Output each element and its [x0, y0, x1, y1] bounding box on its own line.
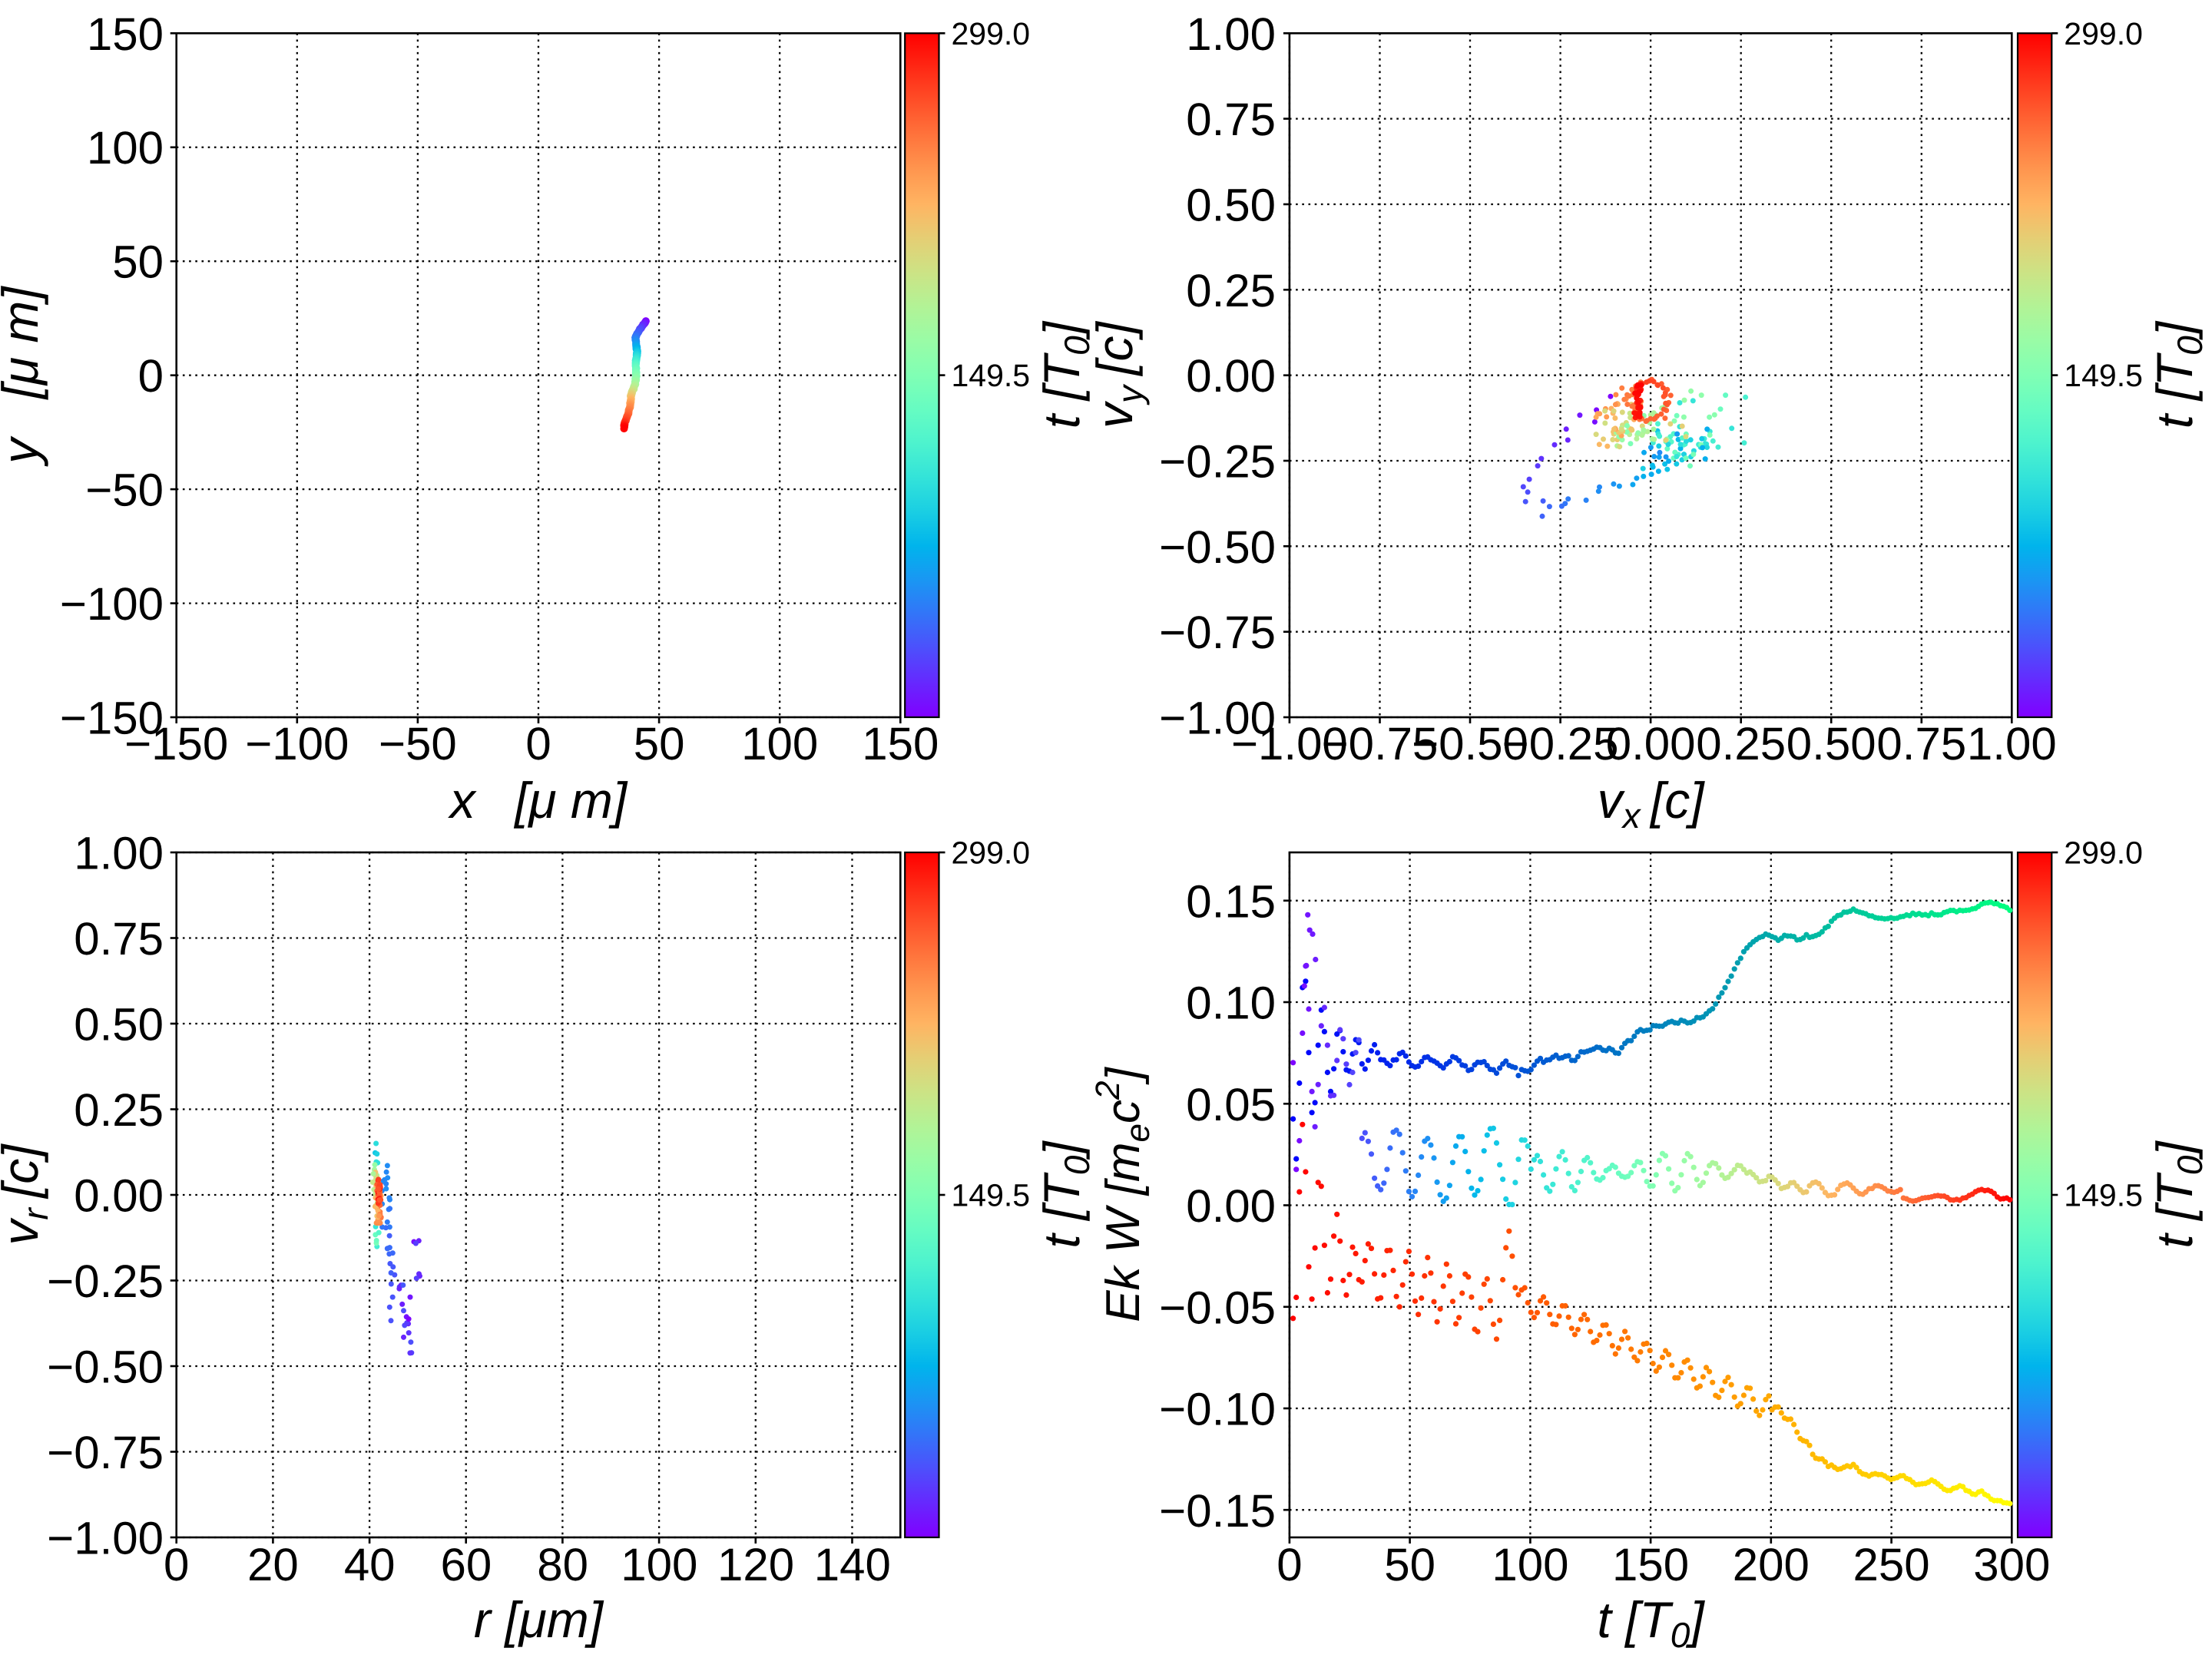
svg-text:−0.05: −0.05 — [1159, 1282, 1276, 1333]
svg-text:0.00: 0.00 — [1186, 1180, 1276, 1232]
svg-text:0.25: 0.25 — [1186, 265, 1276, 316]
svg-text:299.0: 299.0 — [2064, 836, 2143, 871]
svg-text:0.50: 0.50 — [1186, 180, 1276, 231]
svg-text:60: 60 — [441, 1539, 492, 1590]
svg-text:0.25: 0.25 — [74, 1084, 164, 1136]
svg-text:0.75: 0.75 — [1876, 718, 1966, 769]
svg-text:1.00: 1.00 — [1186, 8, 1276, 60]
svg-text:−150: −150 — [124, 718, 228, 769]
svg-text:0.15: 0.15 — [1186, 875, 1276, 927]
svg-text:250: 250 — [1853, 1539, 1930, 1590]
svg-text:100: 100 — [87, 122, 164, 174]
svg-text:−100: −100 — [245, 718, 349, 769]
svg-text:x [μ m]: x [μ m] — [448, 772, 628, 829]
svg-text:vx [c]: vx [c] — [1598, 772, 1706, 836]
svg-text:140: 140 — [814, 1539, 891, 1590]
svg-text:0.25: 0.25 — [1696, 718, 1786, 769]
svg-text:149.5: 149.5 — [2064, 358, 2143, 393]
svg-text:299.0: 299.0 — [2064, 16, 2143, 51]
svg-text:1.00: 1.00 — [1967, 718, 2057, 769]
svg-text:0: 0 — [138, 350, 164, 402]
svg-text:−0.25: −0.25 — [1502, 718, 1619, 769]
svg-text:149.5: 149.5 — [952, 1178, 1031, 1213]
svg-text:0: 0 — [1277, 1539, 1302, 1590]
svg-text:−0.75: −0.75 — [1159, 607, 1276, 658]
svg-text:120: 120 — [717, 1539, 794, 1590]
svg-text:1.00: 1.00 — [74, 828, 164, 879]
svg-text:50: 50 — [1384, 1539, 1435, 1590]
svg-text:−0.50: −0.50 — [1159, 521, 1276, 573]
svg-text:299.0: 299.0 — [952, 836, 1031, 871]
svg-text:0.05: 0.05 — [1186, 1079, 1276, 1130]
svg-text:t [T0]: t [T0] — [2146, 320, 2210, 429]
svg-text:−1.00: −1.00 — [1159, 693, 1276, 744]
svg-text:−1.00: −1.00 — [47, 1513, 164, 1564]
svg-text:40: 40 — [344, 1539, 396, 1590]
svg-text:150: 150 — [862, 718, 939, 769]
svg-text:20: 20 — [247, 1539, 299, 1590]
svg-text:200: 200 — [1733, 1539, 1810, 1590]
svg-text:t [T0]: t [T0] — [1597, 1591, 1705, 1655]
svg-text:149.5: 149.5 — [2064, 1178, 2143, 1213]
svg-text:0: 0 — [164, 1539, 189, 1590]
svg-text:0.00: 0.00 — [1606, 718, 1696, 769]
svg-text:0.50: 0.50 — [1786, 718, 1876, 769]
svg-text:−0.75: −0.75 — [1322, 718, 1439, 769]
svg-text:−0.50: −0.50 — [47, 1342, 164, 1393]
svg-text:−0.10: −0.10 — [1159, 1384, 1276, 1435]
svg-text:−150: −150 — [60, 693, 164, 744]
svg-text:0.00: 0.00 — [1186, 350, 1276, 402]
svg-text:0.75: 0.75 — [1186, 94, 1276, 145]
svg-text:−50: −50 — [379, 718, 457, 769]
svg-text:−100: −100 — [60, 578, 164, 630]
svg-text:80: 80 — [537, 1539, 588, 1590]
svg-text:0: 0 — [525, 718, 551, 769]
svg-text:−0.50: −0.50 — [1412, 718, 1528, 769]
svg-text:−0.25: −0.25 — [1159, 436, 1276, 488]
svg-text:t [T0]: t [T0] — [2146, 1140, 2210, 1249]
svg-text:vr [c]: vr [c] — [0, 1143, 55, 1246]
svg-text:300: 300 — [1973, 1539, 2050, 1590]
svg-text:r [μm]: r [μm] — [474, 1591, 604, 1648]
svg-text:−50: −50 — [85, 465, 164, 516]
svg-text:0.00: 0.00 — [74, 1170, 164, 1222]
svg-text:100: 100 — [741, 718, 818, 769]
svg-text:−0.25: −0.25 — [47, 1256, 164, 1307]
svg-text:0.50: 0.50 — [74, 999, 164, 1051]
svg-text:−0.15: −0.15 — [1159, 1485, 1276, 1537]
svg-text:100: 100 — [1492, 1539, 1568, 1590]
svg-text:0.10: 0.10 — [1186, 978, 1276, 1029]
svg-text:t [T0]: t [T0] — [1033, 320, 1097, 429]
svg-text:150: 150 — [1612, 1539, 1689, 1590]
svg-text:299.0: 299.0 — [952, 16, 1031, 51]
svg-text:−0.75: −0.75 — [47, 1427, 164, 1478]
svg-text:vy [c]: vy [c] — [1086, 320, 1150, 429]
svg-text:−1.00: −1.00 — [1231, 718, 1348, 769]
svg-text:100: 100 — [621, 1539, 697, 1590]
svg-text:Ek W [mec2]: Ek W [mec2] — [1089, 1067, 1157, 1322]
svg-text:150: 150 — [87, 8, 164, 60]
svg-text:y [μ m]: y [μ m] — [0, 286, 48, 467]
svg-text:0.75: 0.75 — [74, 913, 164, 965]
svg-text:50: 50 — [112, 237, 164, 288]
svg-text:149.5: 149.5 — [952, 358, 1031, 393]
svg-text:50: 50 — [634, 718, 685, 769]
